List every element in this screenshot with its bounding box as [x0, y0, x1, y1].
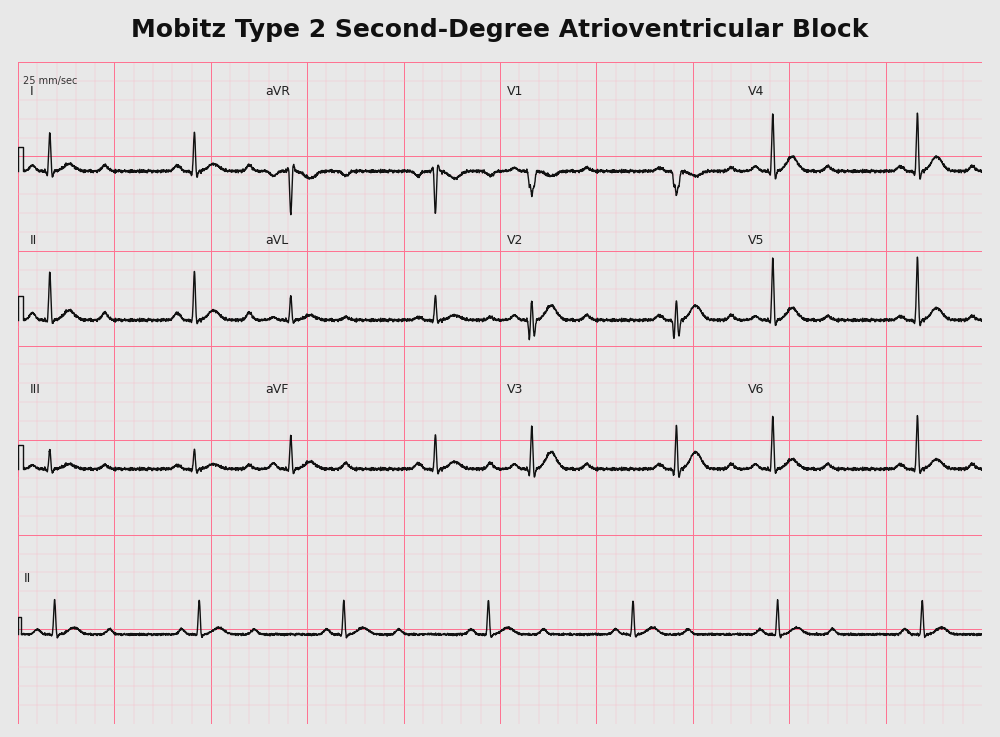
Text: V2: V2 [507, 234, 523, 247]
Text: Mobitz Type 2 Second-Degree Atrioventricular Block: Mobitz Type 2 Second-Degree Atrioventric… [131, 18, 869, 43]
Text: V1: V1 [507, 85, 523, 98]
Text: aVF: aVF [266, 383, 289, 396]
Text: V3: V3 [507, 383, 523, 396]
Text: II: II [30, 234, 37, 247]
Text: 25 mm/sec: 25 mm/sec [23, 77, 77, 86]
Text: aVL: aVL [266, 234, 289, 247]
Text: III: III [30, 383, 40, 396]
Text: V4: V4 [748, 85, 764, 98]
Text: V5: V5 [748, 234, 764, 247]
Text: II: II [24, 571, 31, 584]
Text: I: I [30, 85, 33, 98]
Text: V6: V6 [748, 383, 764, 396]
Text: aVR: aVR [266, 85, 291, 98]
